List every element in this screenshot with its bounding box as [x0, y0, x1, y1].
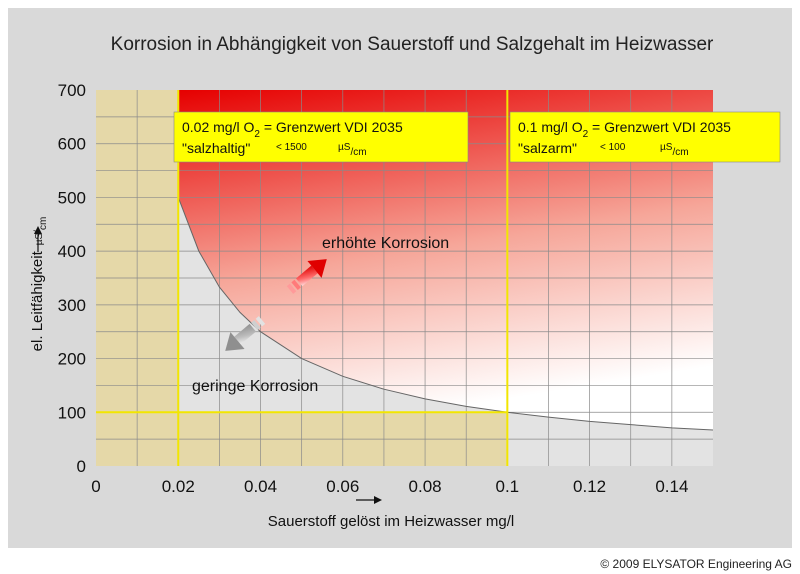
- high-corrosion-area: [178, 90, 714, 430]
- high-corrosion-label: erhöhte Korrosion: [322, 235, 449, 252]
- y-tick-label: 500: [58, 188, 86, 207]
- box1-quote: "salzhaltig": [182, 140, 250, 156]
- x-tick-label: 0.14: [655, 477, 688, 496]
- y-axis-arrow: [34, 226, 42, 252]
- box2-unit: µS/cm: [660, 142, 689, 158]
- x-tick-labels: 0 0.02 0.04 0.06 0.08 0.1 0.12 0.14: [91, 477, 688, 496]
- y-tick-label: 100: [58, 403, 86, 422]
- box1-value: < 1500: [276, 142, 307, 153]
- y-axis-label-main: el. Leitfähigkeit: [29, 250, 46, 351]
- box2-quote: "salzarm": [518, 140, 577, 156]
- x-axis-arrow: [356, 496, 382, 504]
- corrosion-boundary-curve: [177, 197, 714, 431]
- x-tick-label: 0.06: [326, 477, 359, 496]
- x-tick-label: 0.12: [573, 477, 606, 496]
- x-tick-label: 0.08: [409, 477, 442, 496]
- y-axis-unit-cm: cm: [38, 217, 49, 230]
- y-tick-label: 700: [58, 81, 86, 100]
- box1-line1: 0.02 mg/l O2 = Grenzwert VDI 2035: [182, 119, 403, 140]
- limit-box-salzarm: 0.1 mg/l O2 = Grenzwert VDI 2035 "salzar…: [509, 111, 781, 163]
- limit-box-salzhaltig: 0.02 mg/l O2 = Grenzwert VDI 2035 "salzh…: [173, 111, 469, 163]
- y-tick-label: 0: [77, 457, 86, 476]
- box1-unit: µS/cm: [338, 142, 367, 158]
- copyright-text: © 2009 ELYSATOR Engineering AG: [600, 557, 792, 571]
- y-tick-label: 300: [58, 296, 86, 315]
- box2-line1: 0.1 mg/l O2 = Grenzwert VDI 2035: [518, 119, 731, 140]
- y-tick-label: 400: [58, 242, 86, 261]
- down-arrow: [225, 316, 266, 351]
- x-axis-label: Sauerstoff gelöst im Heizwasser mg/l: [268, 513, 514, 530]
- y-tick-labels: 0 100 200 300 400 500 600 700: [58, 81, 86, 476]
- box2-value: < 100: [600, 142, 626, 153]
- up-arrow: [286, 259, 327, 294]
- y-tick-label: 600: [58, 135, 86, 154]
- y-axis-unit-mu: µS: [34, 232, 45, 245]
- x-tick-label: 0.02: [162, 477, 195, 496]
- chart-title: Korrosion in Abhängigkeit von Sauerstoff…: [111, 34, 714, 55]
- limit-box-bg: [509, 111, 781, 163]
- y-tick-label: 200: [58, 350, 86, 369]
- x-tick-label: 0.1: [496, 477, 520, 496]
- x-tick-label: 0.04: [244, 477, 277, 496]
- limit-box-bg: [173, 111, 469, 163]
- low-corrosion-label: geringe Korrosion: [192, 378, 318, 395]
- x-tick-label: 0: [91, 477, 100, 496]
